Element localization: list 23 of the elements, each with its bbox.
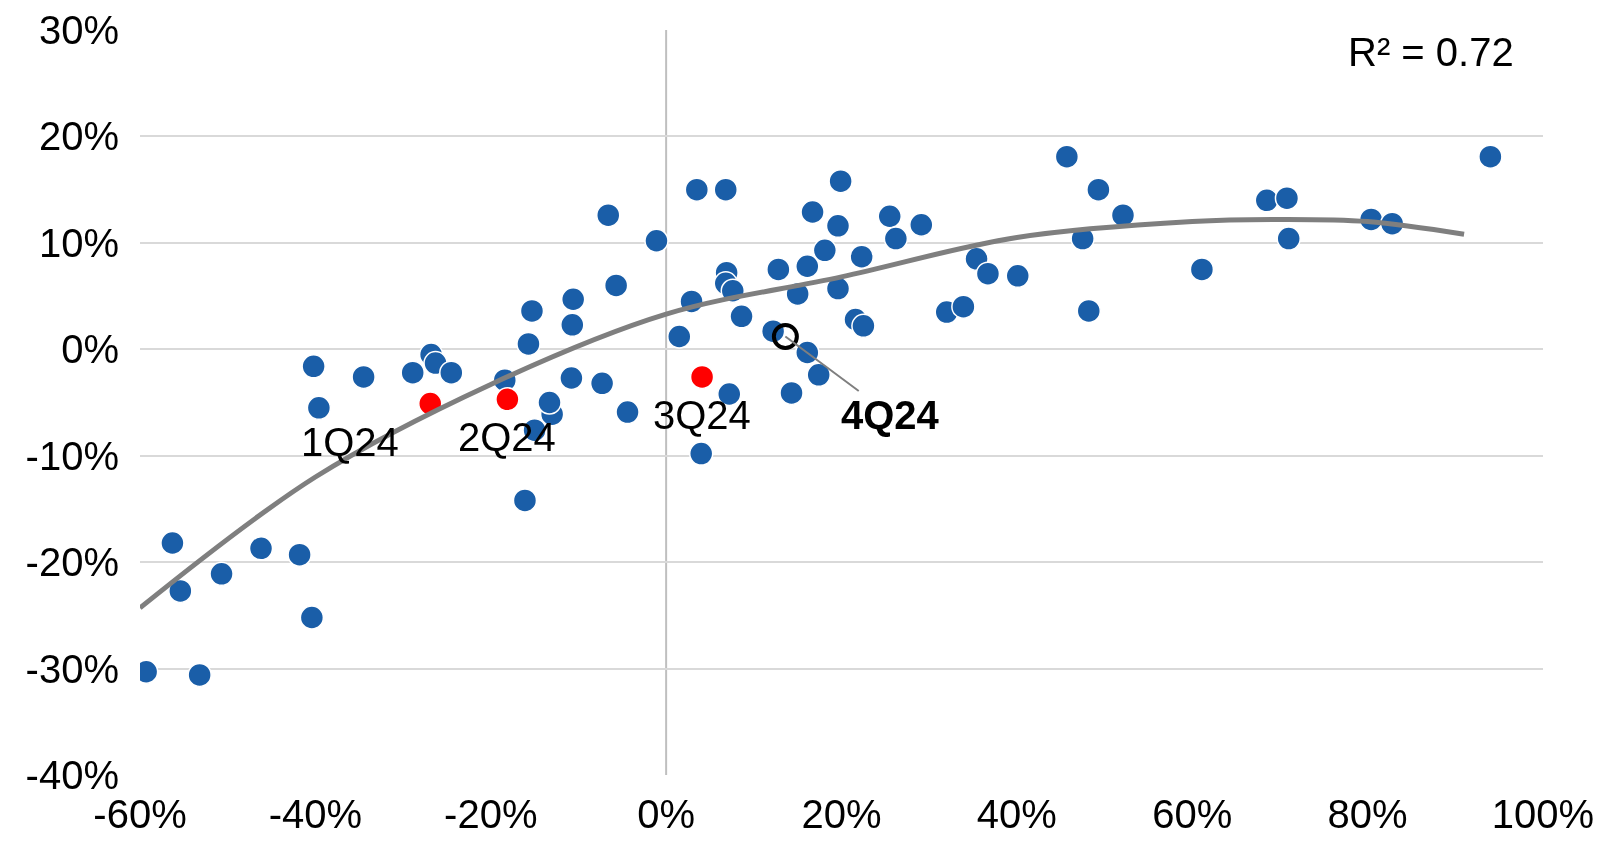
y-tick-label: 30% [38,8,119,52]
y-tick-label: -20% [25,540,119,585]
x-tick-label: 60% [1152,792,1233,836]
x-tick-label: -20% [444,792,538,836]
annotation: 2Q24 [458,415,556,459]
x-tick-label: 80% [1327,792,1408,836]
annotation: R² = 0.72 [1348,30,1514,74]
x-tick-label: -40% [268,792,363,836]
point [771,323,799,350]
annotation: 1Q24 [301,420,399,464]
x-tick-label: 100% [1491,792,1595,836]
point [495,387,520,412]
x-tick-label: 0% [637,792,696,836]
y-tick-label: 10% [38,220,119,265]
x-tick-label: 40% [976,792,1057,836]
y-tick-label: 0% [61,327,119,372]
annotation: 4Q24 [841,393,940,437]
annotation: 3Q24 [653,393,751,437]
x-tick-label: 20% [801,792,882,836]
y-tick-label: -10% [25,433,119,478]
point [689,364,715,390]
y-tick-label: 20% [38,114,119,159]
y-tick-label: -30% [25,646,119,691]
